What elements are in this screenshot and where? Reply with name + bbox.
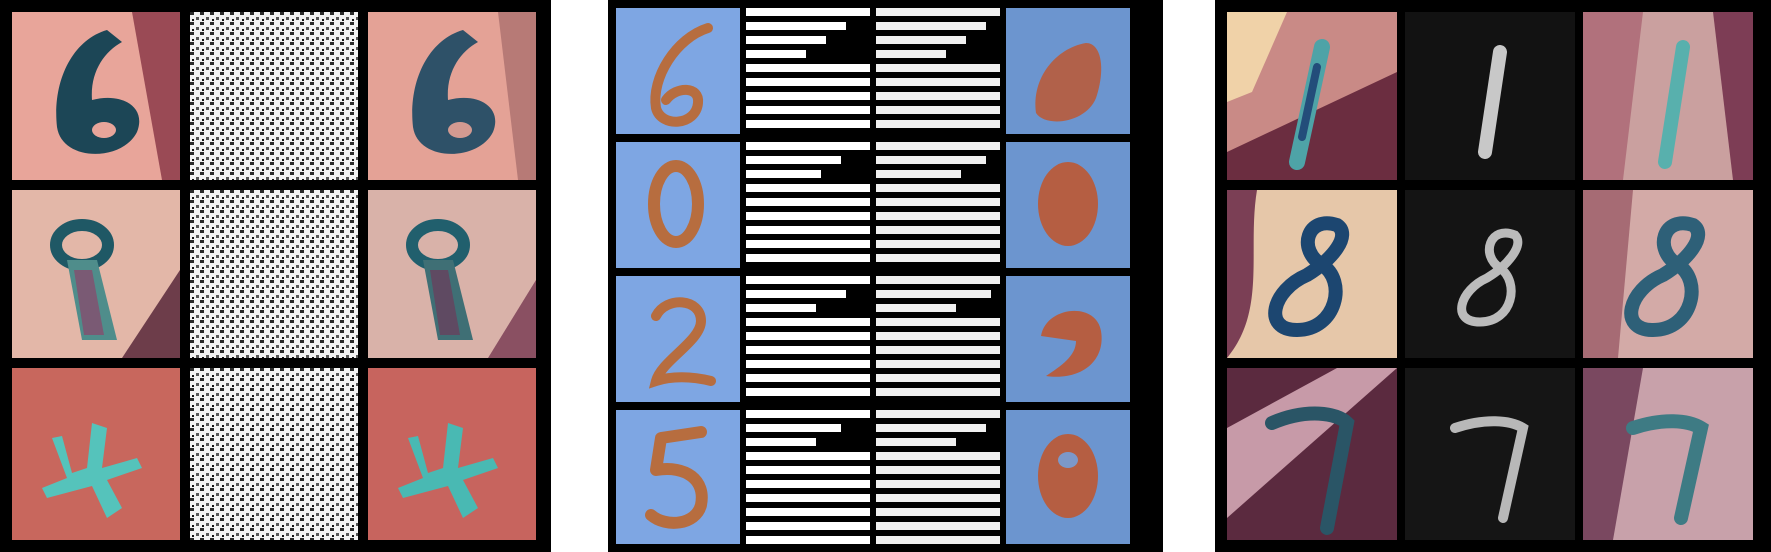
panel-1-source-4 — [12, 368, 180, 540]
panel-2-output-5 — [1006, 410, 1130, 544]
panel-1-source-6 — [12, 12, 180, 180]
panel-2-source-0 — [616, 142, 740, 268]
panel-2-stripes-b-0 — [876, 142, 1000, 268]
panel-2-output-0 — [1006, 142, 1130, 268]
panel-3-source-1 — [1227, 12, 1397, 180]
panel-3-source-7 — [1227, 368, 1397, 540]
panel-2-stripes-a-5 — [746, 410, 870, 544]
panel-2-stripes-a-6 — [746, 8, 870, 134]
panel-2-output-2 — [1006, 276, 1130, 402]
panel-3-output-1 — [1583, 12, 1753, 180]
panel-1-output-8 — [368, 190, 536, 358]
panel-3-grid — [1215, 0, 1771, 552]
panel-3-recon-1 — [1405, 12, 1575, 180]
panel-1-output-4 — [368, 368, 536, 540]
panel-2-stripes-b-5 — [876, 410, 1000, 544]
panel-2-source-5 — [616, 410, 740, 544]
panel-1-noise-6 — [190, 12, 358, 180]
panel-3-output-8 — [1583, 190, 1753, 358]
panel-2-stripes-a-0 — [746, 142, 870, 268]
panel-3-output-7 — [1583, 368, 1753, 540]
panel-2-stripes-a-2 — [746, 276, 870, 402]
panel-2-stripes-b-2 — [876, 276, 1000, 402]
panel-1-output-6 — [368, 12, 536, 180]
panel-1-noise-8 — [190, 190, 358, 358]
panel-3-recon-8 — [1405, 190, 1575, 358]
panel-2-grid — [608, 0, 1163, 552]
panel-3-source-8 — [1227, 190, 1397, 358]
panel-2-source-6 — [616, 8, 740, 134]
panel-1-grid — [0, 0, 551, 552]
panel-2-source-2 — [616, 276, 740, 402]
panel-1-noise-4 — [190, 368, 358, 540]
panel-1-source-8 — [12, 190, 180, 358]
panel-2-output-6 — [1006, 8, 1130, 134]
panel-2-stripes-b-6 — [876, 8, 1000, 134]
panel-3-recon-7 — [1405, 368, 1575, 540]
